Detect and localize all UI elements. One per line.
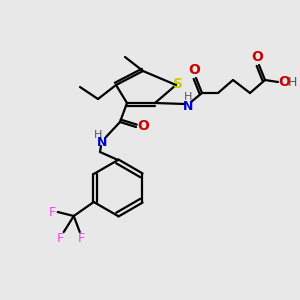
Text: O: O xyxy=(188,63,200,77)
Text: O: O xyxy=(137,119,149,133)
Text: F: F xyxy=(49,206,56,218)
Text: H: H xyxy=(184,92,192,102)
Text: O: O xyxy=(278,75,290,89)
Text: N: N xyxy=(97,136,107,149)
Text: N: N xyxy=(183,100,193,112)
Text: F: F xyxy=(78,232,85,245)
Text: H: H xyxy=(287,76,297,88)
Text: F: F xyxy=(57,232,64,245)
Text: S: S xyxy=(173,77,183,91)
Text: O: O xyxy=(251,50,263,64)
Text: H: H xyxy=(94,130,102,140)
